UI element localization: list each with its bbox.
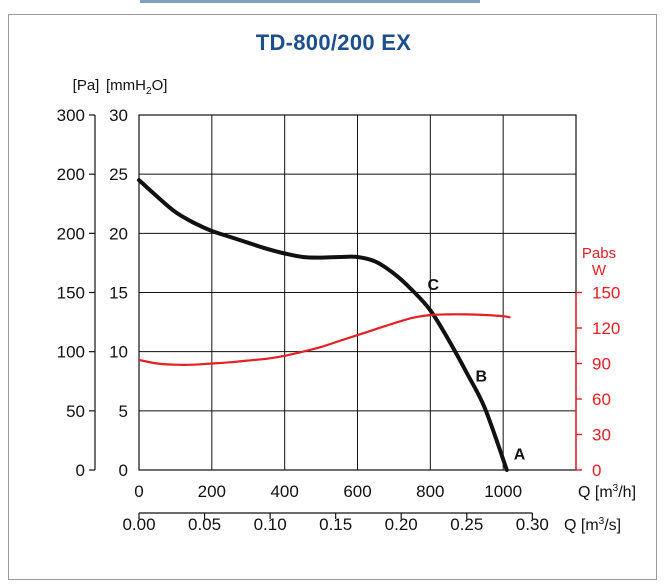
m3h-tick-label: 0: [134, 482, 143, 501]
pa-tick-label: 50: [66, 402, 85, 421]
point-label-a: A: [514, 446, 526, 463]
w-tick-label: 60: [592, 390, 611, 409]
chart-frame: [8, 14, 657, 580]
chart-title: TD-800/200 EX: [255, 30, 412, 55]
pa-tick-label: 300: [57, 106, 85, 125]
power-curve: [138, 313, 511, 366]
m3s-tick-label: 0.10: [254, 515, 287, 534]
m3s-tick-label: 0.15: [319, 515, 352, 534]
mmh2o-tick-label: 15: [109, 284, 128, 303]
m3h-tick-label: 800: [416, 482, 444, 501]
mmh2o-tick-label: 5: [119, 402, 128, 421]
w-tick-label: 150: [592, 284, 620, 303]
m3s-tick-label: 0.30: [516, 515, 549, 534]
mmh2o-unit-label: [mmH2O]: [106, 77, 167, 97]
series-layer: [137, 178, 511, 472]
w-unit-label: W: [592, 262, 607, 279]
m3s-tick-label: 0.25: [450, 515, 483, 534]
axes-layer: [89, 114, 582, 519]
w-tick-label: 90: [592, 355, 611, 374]
top-clipped-header: [140, 0, 480, 3]
pa-tick-label: 200: [57, 224, 85, 243]
grid-layer: [138, 114, 577, 471]
pabs-unit-label: Pabs: [582, 245, 616, 262]
mmh2o-tick-label: 0: [119, 461, 128, 480]
pa-tick-label: 0: [76, 461, 85, 480]
pa-unit-label: [Pa]: [73, 77, 100, 94]
pa-tick-label: 200: [57, 165, 85, 184]
mmh2o-tick-label: 20: [109, 224, 128, 243]
m3s-tick-label: 0.20: [385, 515, 418, 534]
pa-tick-label: 100: [57, 343, 85, 362]
mmh2o-tick-label: 25: [109, 165, 128, 184]
mmh2o-tick-label: 10: [109, 343, 128, 362]
point-label-b: B: [476, 368, 488, 385]
m3s-tick-label: 0.00: [122, 515, 155, 534]
point-label-c: C: [427, 277, 439, 294]
m3s-unit-label: Q [m3/s]: [564, 516, 621, 534]
w-tick-label: 0: [592, 461, 601, 480]
m3h-tick-label: 200: [198, 482, 226, 501]
w-tick-label: 120: [592, 319, 620, 338]
m3h-tick-label: 400: [270, 482, 298, 501]
pressure-curve: [137, 178, 509, 472]
pa-tick-label: 150: [57, 284, 85, 303]
w-tick-label: 30: [592, 426, 611, 445]
m3h-unit-label: Q [m3/h]: [578, 483, 636, 501]
mmh2o-tick-label: 30: [109, 106, 128, 125]
m3s-tick-label: 0.05: [188, 515, 221, 534]
m3h-tick-label: 1000: [484, 482, 522, 501]
m3h-tick-label: 600: [343, 482, 371, 501]
